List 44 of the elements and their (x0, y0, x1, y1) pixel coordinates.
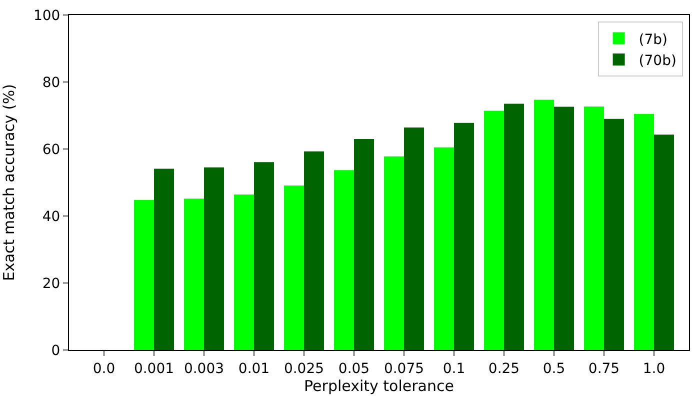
bar (134, 200, 154, 350)
bar (484, 110, 504, 350)
bar (404, 128, 424, 350)
bar (184, 198, 204, 350)
x-tick-label: 0.001 (134, 360, 174, 377)
bar (204, 167, 224, 350)
bar (284, 186, 304, 350)
bar (154, 168, 174, 350)
bar (654, 134, 674, 350)
bar (604, 118, 624, 350)
bar (634, 114, 654, 350)
x-tick-label: 0.025 (284, 360, 324, 377)
legend-label: (7b) (638, 32, 668, 48)
bar (534, 100, 554, 350)
x-tick-label: 0.01 (238, 360, 270, 377)
bar (304, 151, 324, 350)
bar (354, 138, 374, 350)
bar (454, 122, 474, 350)
x-tick-label: 0.003 (184, 360, 224, 377)
bar (334, 170, 354, 350)
bar (234, 194, 254, 350)
y-axis-title: Exact match accuracy (%) (0, 84, 18, 282)
bar (584, 106, 604, 350)
x-tick-label: 0.75 (588, 360, 620, 377)
legend-label: (70b) (638, 52, 676, 69)
y-tick-label: 80 (42, 74, 60, 91)
x-tick-label: 0.5 (542, 360, 566, 377)
bar (434, 147, 454, 350)
x-tick-label: 0.0 (92, 360, 116, 377)
y-tick-label: 0 (51, 342, 60, 359)
x-tick-label: 0.075 (384, 360, 424, 377)
x-tick-label: 0.1 (442, 360, 466, 377)
bar (384, 156, 404, 350)
x-tick-label: 0.25 (488, 360, 520, 377)
y-tick-label: 100 (33, 8, 60, 24)
bar (554, 106, 574, 350)
bar (504, 104, 524, 350)
y-tick-label: 40 (42, 208, 60, 225)
y-tick-label: 60 (42, 142, 60, 158)
bar (254, 162, 274, 350)
y-tick-label: 20 (42, 276, 60, 292)
x-axis-title: Perplexity tolerance (304, 376, 454, 395)
x-tick-label: 1.0 (642, 360, 666, 377)
x-tick-label: 0.05 (338, 360, 370, 377)
